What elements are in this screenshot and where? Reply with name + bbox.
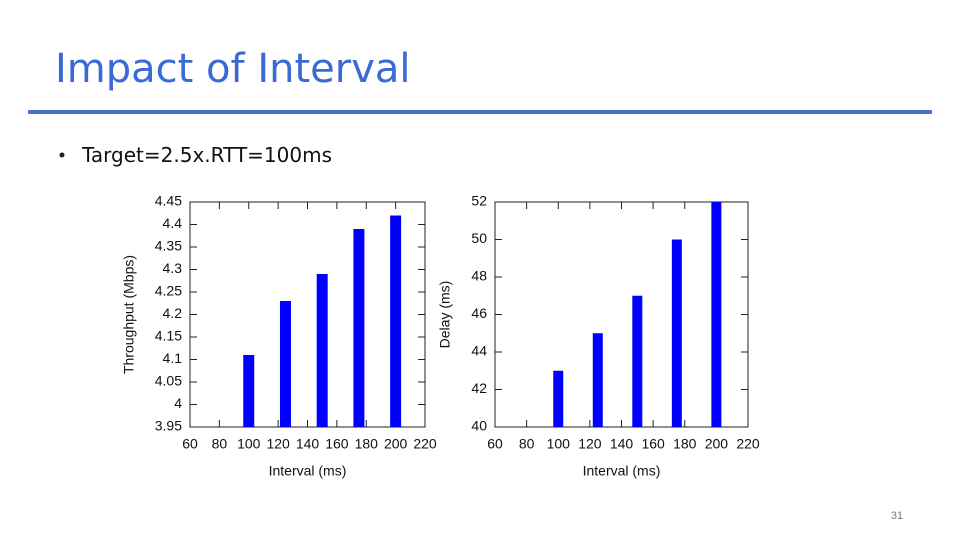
- y-tick-label: 50: [471, 230, 487, 246]
- x-tick-label: 60: [182, 436, 198, 452]
- y-tick-label: 42: [471, 380, 487, 396]
- y-tick-label: 4.05: [155, 373, 182, 389]
- page-number: 31: [891, 510, 903, 522]
- bar: [711, 202, 722, 427]
- y-tick-label: 4.15: [155, 328, 182, 344]
- x-tick-label: 160: [325, 436, 349, 452]
- x-tick-label: 160: [641, 436, 665, 452]
- x-tick-label: 80: [212, 436, 228, 452]
- y-tick-label: 4.35: [155, 238, 182, 254]
- bar: [632, 295, 643, 427]
- x-axis-label: Interval (ms): [269, 463, 347, 479]
- x-tick-label: 100: [237, 436, 261, 452]
- x-tick-label: 220: [736, 436, 760, 452]
- slide-title: Impact of Interval: [55, 46, 411, 92]
- plot-frame: [494, 201, 749, 428]
- title-rule: [28, 110, 932, 114]
- bullet-marker: [59, 152, 65, 158]
- y-tick-label: 4.1: [163, 350, 183, 366]
- y-tick-label: 46: [471, 305, 487, 321]
- bar: [390, 215, 402, 427]
- y-tick-label: 48: [471, 268, 487, 284]
- x-tick-label: 120: [578, 436, 602, 452]
- plot-frame: [189, 201, 426, 428]
- x-tick-label: 100: [547, 436, 571, 452]
- bar: [553, 370, 564, 427]
- x-tick-label: 180: [355, 436, 379, 452]
- y-axis-label: Delay (ms): [437, 281, 453, 349]
- y-tick-label: 3.95: [155, 418, 182, 434]
- bar: [353, 229, 365, 427]
- x-tick-label: 200: [705, 436, 729, 452]
- bullet-text: Target=2.5x.RTT=100ms: [81, 143, 332, 167]
- bar: [243, 355, 255, 427]
- y-axis-label: Throughput (Mbps): [121, 255, 137, 374]
- x-axis-label: Interval (ms): [583, 463, 661, 479]
- y-tick-label: 4.2: [163, 305, 183, 321]
- y-tick-label: 52: [471, 193, 487, 209]
- y-tick-label: 4.3: [163, 260, 183, 276]
- bar: [279, 301, 291, 427]
- y-tick-label: 44: [471, 343, 487, 359]
- y-tick-label: 4: [174, 395, 182, 411]
- y-tick-label: 4.25: [155, 283, 182, 299]
- y-tick-label: 4.4: [163, 215, 183, 231]
- x-tick-label: 220: [413, 436, 437, 452]
- bar: [671, 239, 682, 427]
- x-tick-label: 80: [519, 436, 535, 452]
- x-tick-label: 140: [296, 436, 320, 452]
- x-tick-label: 200: [384, 436, 408, 452]
- x-tick-label: 120: [266, 436, 290, 452]
- x-tick-label: 140: [610, 436, 634, 452]
- x-tick-label: 180: [673, 436, 697, 452]
- y-tick-label: 40: [471, 418, 487, 434]
- y-tick-label: 4.45: [155, 193, 182, 209]
- x-tick-label: 60: [487, 436, 503, 452]
- bar: [316, 274, 328, 427]
- bar: [592, 333, 603, 427]
